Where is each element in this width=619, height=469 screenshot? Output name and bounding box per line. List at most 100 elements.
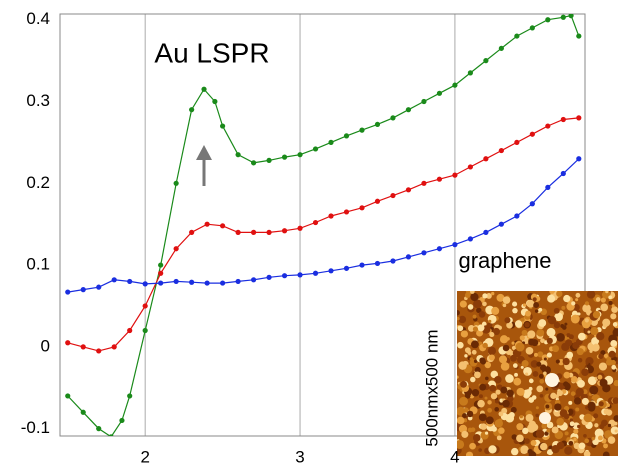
afm-grain bbox=[533, 302, 540, 309]
data-point bbox=[452, 242, 458, 248]
afm-grain bbox=[479, 383, 487, 391]
afm-grain bbox=[602, 323, 608, 328]
afm-grain bbox=[478, 448, 482, 452]
afm-grain bbox=[525, 414, 534, 422]
afm-grain bbox=[521, 329, 528, 336]
afm-grain bbox=[608, 300, 613, 306]
afm-grain bbox=[549, 291, 555, 295]
afm-grain bbox=[587, 442, 592, 447]
afm-grain bbox=[610, 313, 617, 320]
afm-grain bbox=[515, 379, 522, 385]
data-point bbox=[80, 409, 86, 415]
afm-grain bbox=[583, 450, 591, 456]
afm-grain bbox=[577, 357, 583, 363]
afm-grain bbox=[496, 293, 505, 302]
data-point bbox=[359, 127, 365, 133]
afm-grain bbox=[614, 429, 618, 433]
afm-grain bbox=[471, 349, 477, 355]
data-point bbox=[65, 393, 71, 399]
data-point bbox=[80, 344, 86, 350]
afm-grain bbox=[525, 310, 532, 317]
afm-grain bbox=[488, 354, 495, 361]
afm-grain bbox=[577, 424, 581, 429]
afm-grain bbox=[498, 355, 508, 364]
afm-grain bbox=[534, 309, 539, 313]
afm-grain bbox=[601, 291, 611, 299]
afm-grain bbox=[607, 436, 616, 444]
afm-grain bbox=[521, 360, 529, 368]
afm-grain bbox=[496, 435, 502, 441]
data-point bbox=[220, 280, 226, 286]
afm-grain bbox=[592, 310, 601, 319]
plot-frame bbox=[59, 13, 586, 437]
afm-grain bbox=[519, 335, 525, 341]
data-point bbox=[158, 280, 164, 286]
afm-grain bbox=[490, 370, 499, 379]
afm-grain bbox=[546, 421, 554, 429]
data-point bbox=[483, 229, 489, 235]
afm-grain bbox=[511, 345, 517, 350]
afm-grain bbox=[530, 360, 539, 368]
afm-grain bbox=[577, 312, 581, 316]
afm-grain bbox=[478, 311, 486, 318]
afm-grain bbox=[550, 392, 557, 399]
data-point bbox=[421, 98, 427, 105]
afm-grain bbox=[457, 310, 460, 316]
afm-grain bbox=[583, 433, 587, 438]
data-point bbox=[452, 172, 458, 178]
afm-grain bbox=[603, 443, 608, 449]
afm-grain bbox=[494, 376, 502, 384]
afm-grain bbox=[585, 361, 589, 365]
data-point bbox=[96, 426, 102, 432]
afm-grain bbox=[484, 431, 489, 435]
afm-grain bbox=[546, 428, 551, 433]
afm-grain bbox=[459, 396, 468, 406]
data-point bbox=[374, 121, 381, 128]
data-point bbox=[189, 279, 195, 285]
y-tick-label: 0 bbox=[41, 336, 50, 355]
afm-grain bbox=[600, 297, 606, 303]
afm-grain bbox=[583, 413, 593, 423]
data-point bbox=[483, 58, 489, 64]
afm-grain bbox=[551, 426, 559, 434]
afm-grain bbox=[587, 330, 591, 334]
afm-grain bbox=[502, 399, 510, 408]
data-point bbox=[250, 160, 257, 166]
afm-grain bbox=[532, 371, 539, 377]
x-tick-label: 3 bbox=[295, 447, 304, 466]
data-point bbox=[204, 221, 210, 227]
afm-grain bbox=[516, 423, 524, 431]
afm-grain bbox=[611, 304, 615, 308]
afm-grain bbox=[538, 307, 543, 312]
afm-grain bbox=[575, 387, 584, 397]
afm-grain bbox=[514, 320, 523, 328]
afm-grain bbox=[515, 342, 525, 352]
afm-grain bbox=[459, 300, 467, 308]
afm-grain bbox=[545, 404, 550, 409]
afm-grain bbox=[460, 380, 467, 388]
data-point bbox=[560, 116, 566, 123]
afm-grain bbox=[487, 400, 492, 405]
data-point bbox=[127, 393, 133, 399]
afm-grain bbox=[539, 378, 545, 384]
y-tick-label: 0.1 bbox=[26, 255, 50, 274]
afm-grain bbox=[570, 391, 576, 396]
afm-grain bbox=[474, 371, 481, 379]
data-point bbox=[281, 154, 288, 160]
afm-grain bbox=[514, 372, 518, 377]
afm-grain bbox=[612, 328, 618, 337]
afm-grain bbox=[520, 365, 524, 369]
afm-grain bbox=[467, 324, 475, 332]
x-tick-label: 2 bbox=[140, 447, 149, 466]
data-point bbox=[529, 201, 535, 207]
afm-grain bbox=[563, 294, 571, 303]
afm-grain bbox=[573, 397, 582, 405]
afm-grain bbox=[535, 406, 539, 410]
afm-grain bbox=[477, 324, 485, 332]
data-point bbox=[560, 170, 566, 177]
afm-grain bbox=[464, 292, 471, 298]
afm-grain bbox=[577, 379, 585, 388]
afm-grain bbox=[569, 421, 575, 427]
afm-grain bbox=[545, 373, 559, 387]
afm-grain bbox=[578, 442, 586, 450]
